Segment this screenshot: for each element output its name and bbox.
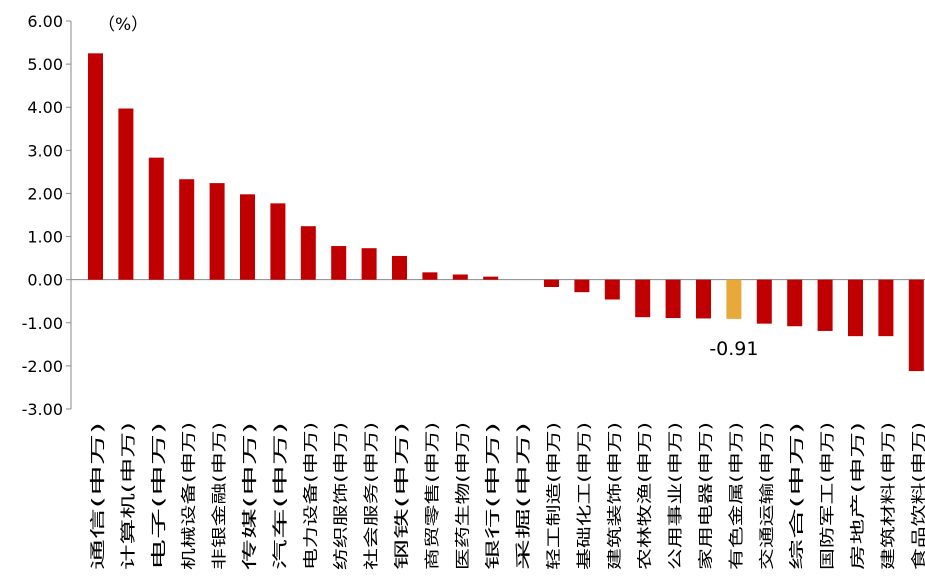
bar bbox=[574, 280, 589, 293]
bar bbox=[331, 246, 346, 280]
x-tick-label: 社会服务(申万) bbox=[362, 422, 380, 570]
y-tick-label: 1.00 bbox=[27, 228, 63, 247]
y-tick-label: -1.00 bbox=[22, 314, 63, 333]
x-tick-label: 农林牧渔(申万) bbox=[636, 422, 654, 570]
x-tick-label: 医药生物(申万) bbox=[453, 422, 471, 570]
x-tick-label: 电力设备(申万) bbox=[301, 422, 319, 570]
x-tick-label: 非银金融(申万) bbox=[210, 422, 228, 570]
x-tick-label: 交通运输(申万) bbox=[757, 422, 775, 570]
bar bbox=[392, 256, 407, 280]
bar bbox=[909, 280, 924, 371]
y-tick-label: 0.00 bbox=[27, 271, 63, 290]
bar bbox=[422, 272, 437, 279]
x-tick-label: 公用事业(申万) bbox=[666, 422, 684, 570]
x-tick-label: 基础化工(申万) bbox=[575, 422, 593, 570]
x-tick-label: 银行(申万) bbox=[484, 422, 502, 570]
x-tick-label: 轻工制造(申万) bbox=[545, 422, 563, 570]
bar bbox=[270, 203, 285, 279]
x-tick-label: 建筑装饰(申万) bbox=[605, 422, 623, 570]
x-tick-label: 汽车(申万) bbox=[271, 422, 289, 570]
x-tick-label: 通信(申万) bbox=[89, 422, 107, 570]
bar bbox=[301, 226, 316, 279]
bar bbox=[787, 280, 802, 327]
y-tick-label: 5.00 bbox=[27, 55, 63, 74]
bar bbox=[240, 194, 255, 279]
bar bbox=[362, 248, 377, 279]
unit-label: （%） bbox=[98, 15, 148, 35]
bar bbox=[544, 280, 559, 287]
y-tick-label: 6.00 bbox=[27, 12, 63, 31]
x-tick-label: 建筑材料(申万) bbox=[879, 422, 897, 570]
x-tick-label: 房地产(申万) bbox=[849, 422, 867, 570]
x-tick-label: 计算机(申万) bbox=[119, 422, 137, 570]
x-tick-label: 机械设备(申万) bbox=[180, 422, 198, 570]
bar bbox=[483, 277, 498, 280]
bars bbox=[88, 53, 924, 371]
bar bbox=[453, 274, 468, 279]
bar bbox=[118, 109, 133, 280]
x-tick-label: 综合(申万) bbox=[788, 422, 806, 570]
bar bbox=[696, 280, 711, 319]
bar bbox=[605, 280, 620, 300]
y-tick-label: -2.00 bbox=[22, 357, 63, 376]
y-tick-label: -3.00 bbox=[22, 400, 63, 419]
bar bbox=[149, 158, 164, 280]
bar bbox=[757, 280, 772, 324]
x-tick-label: 食品饮料(申万) bbox=[909, 422, 925, 570]
x-tick-label: 商贸零售(申万) bbox=[423, 422, 441, 570]
bar bbox=[179, 179, 194, 279]
x-tick-label: 有色金属(申万) bbox=[727, 422, 745, 570]
highlight-value-annotation: -0.91 bbox=[709, 338, 758, 360]
x-tick-label: 钢铁(申万) bbox=[393, 422, 411, 570]
bar bbox=[878, 280, 893, 336]
x-tick-label: 电子(申万) bbox=[149, 422, 167, 570]
bar bbox=[210, 183, 225, 280]
y-tick-label: 3.00 bbox=[27, 141, 63, 160]
bar bbox=[635, 280, 650, 318]
bar bbox=[818, 280, 833, 331]
y-tick-label: 4.00 bbox=[27, 98, 63, 117]
bar-highlighted bbox=[726, 280, 741, 319]
y-tick-label: 2.00 bbox=[27, 184, 63, 203]
x-tick-label: 家用电器(申万) bbox=[697, 422, 715, 570]
bar bbox=[88, 53, 103, 279]
bar bbox=[666, 280, 681, 318]
x-tick-label: 采掘(申万) bbox=[514, 422, 532, 570]
x-tick-label: 纺织服饰(申万) bbox=[332, 422, 350, 570]
bar bbox=[848, 280, 863, 336]
x-tick-label: 传媒(申万) bbox=[241, 422, 259, 570]
x-axis-labels: 通信(申万) 计算机(申万) 电子(申万) 机械设备(申万) 非银金融(申万) 传媒(申万… bbox=[89, 422, 925, 570]
x-tick-label: 国防军工(申万) bbox=[818, 422, 836, 570]
